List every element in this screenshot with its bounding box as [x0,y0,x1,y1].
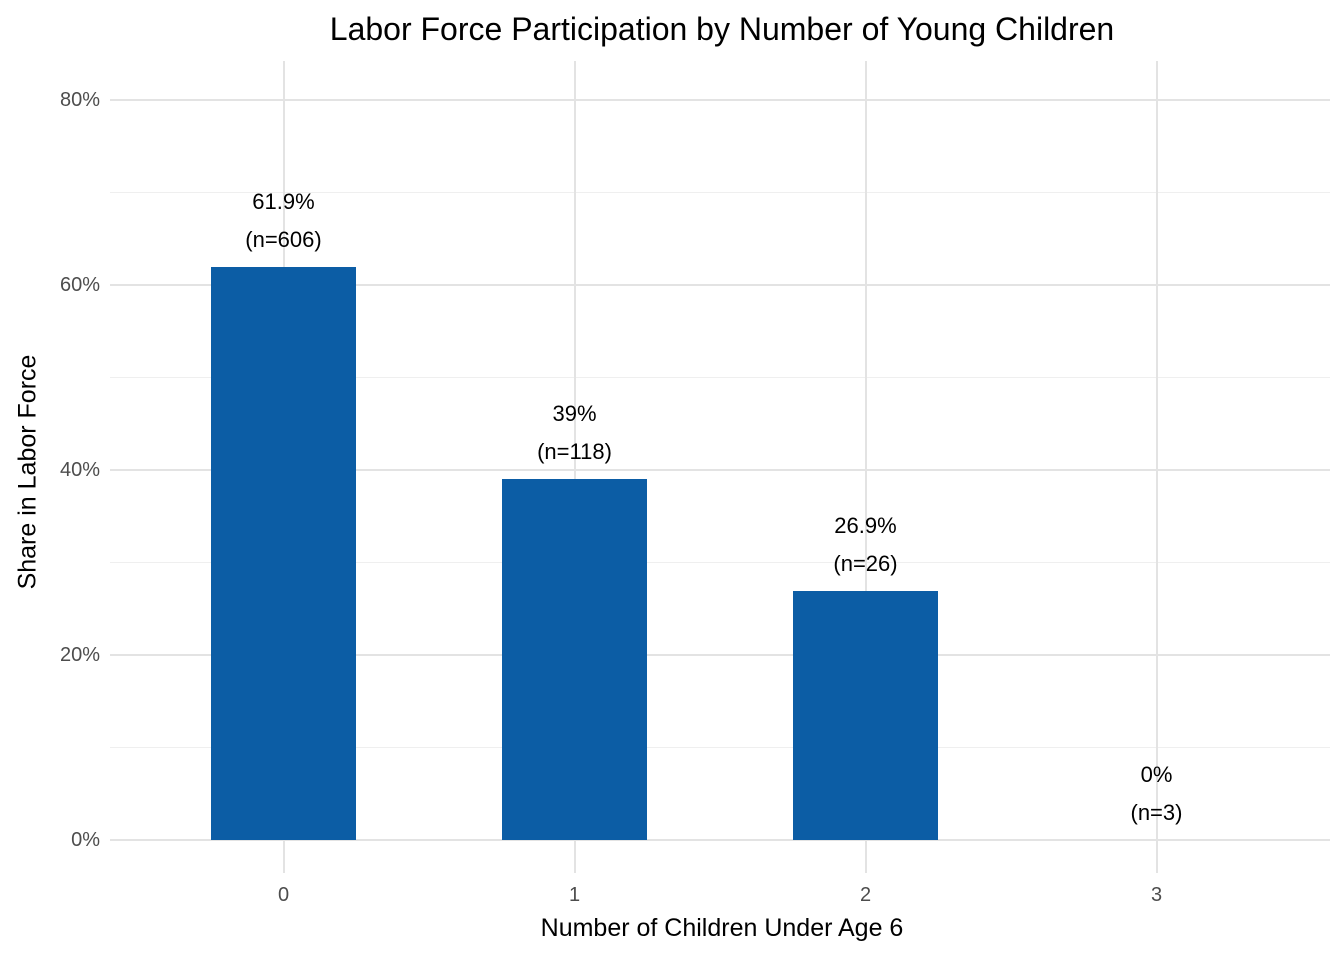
x-tick-label: 0 [277,884,290,906]
bar-value-label: 39% (n=118) [475,395,675,471]
major-gridline-x [1155,61,1158,873]
minor-gridline-y [110,746,1330,749]
bar-value-label-line: 39% [552,401,597,426]
minor-gridline-y [110,376,1330,379]
bar-value-label-line: (n=118) [537,439,612,464]
x-tick-label: 1 [568,884,581,906]
chart-title: Labor Force Participation by Number of Y… [329,11,1115,47]
x-tick-label: 3 [1150,884,1163,906]
y-tick-label: 20% [59,644,100,666]
x-tick-label: 2 [859,884,872,906]
major-gridline-y [110,839,1330,841]
minor-gridline-y [110,561,1330,564]
bar-value-label: 0% (n=3) [1057,756,1257,832]
plot-panel: 61.9% (n=606) 39% (n=118) 26.9% (n=26) 0% (n=3) [110,61,1330,873]
major-gridline-x [864,61,867,873]
bar-value-label: 61.9% (n=606) [184,183,384,259]
x-axis-title: Number of Children Under Age 6 [540,914,904,942]
bar-value-label: 26.9% (n=26) [766,507,966,583]
major-gridline-x [573,61,576,873]
bar-category-1 [502,479,647,840]
bar-value-label-line: 61.9% [252,189,315,214]
y-tick-label: 40% [59,459,100,481]
bar-category-0 [211,267,356,840]
y-tick-label: 80% [59,89,100,111]
major-gridline-y [110,654,1330,656]
y-tick-label: 60% [59,274,100,296]
bar-value-label-line: 26.9% [834,513,897,538]
minor-gridline-y [110,191,1330,194]
bar-category-2 [793,591,938,840]
major-gridline-y [110,469,1330,471]
y-tick-label: 0% [71,829,100,851]
major-gridline-y [110,284,1330,286]
major-gridline-y [110,99,1330,101]
bar-value-label-line: (n=606) [245,227,322,252]
y-axis-title-text: Share in Labor Force [13,354,42,590]
bar-value-label-line: (n=26) [833,551,898,576]
bar-value-label-line: 0% [1140,762,1173,787]
bar-value-label-line: (n=3) [1130,800,1183,825]
